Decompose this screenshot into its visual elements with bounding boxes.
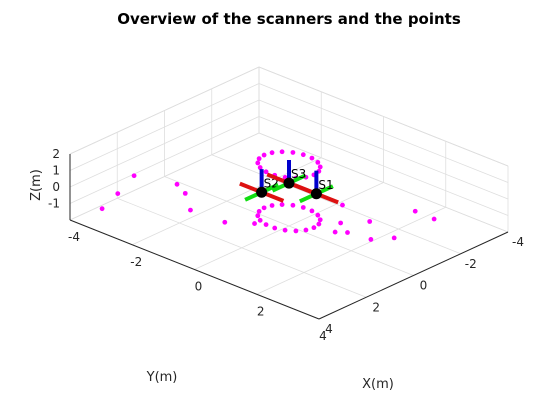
data-point bbox=[222, 219, 228, 225]
data-point bbox=[188, 207, 193, 213]
data-point bbox=[332, 229, 338, 235]
data-point bbox=[115, 191, 121, 197]
ring-point bbox=[256, 156, 262, 162]
scanner-marker bbox=[283, 177, 295, 189]
ring-point bbox=[269, 150, 275, 156]
ring-point bbox=[290, 150, 296, 155]
ring-point bbox=[257, 165, 263, 170]
ring-point bbox=[263, 169, 269, 175]
data-point bbox=[174, 181, 180, 187]
data-point bbox=[431, 216, 437, 222]
y-axis-line bbox=[318, 231, 509, 320]
data-point bbox=[345, 230, 350, 235]
ring-point bbox=[282, 227, 288, 233]
ring-point bbox=[257, 217, 263, 223]
grid-line bbox=[69, 116, 260, 204]
grid-line bbox=[69, 132, 260, 221]
data-point bbox=[131, 173, 137, 179]
tick-labels: -4 -2 0 2 4 -4 -2 0 2 4 -1 0 1 2 bbox=[48, 147, 524, 343]
grid-line bbox=[69, 99, 260, 188]
scanners: S1 S2 S3 bbox=[239, 160, 339, 205]
grid-lines bbox=[69, 66, 509, 320]
data-point bbox=[340, 202, 345, 208]
grid-line bbox=[258, 83, 509, 183]
y-tick-label: 0 bbox=[420, 279, 428, 293]
data-point bbox=[412, 208, 418, 214]
grid-line bbox=[69, 66, 260, 155]
y-tick-label: -2 bbox=[465, 257, 477, 271]
ring-point bbox=[261, 205, 267, 211]
x-tick-label: -4 bbox=[68, 230, 80, 244]
z-tick-label: 1 bbox=[52, 164, 60, 178]
grid-line bbox=[117, 197, 367, 298]
ring-point bbox=[272, 225, 278, 231]
ring-point bbox=[316, 221, 322, 227]
scanner-marker bbox=[256, 186, 268, 198]
grid-line bbox=[258, 132, 509, 233]
x-tick-label: 4 bbox=[319, 329, 327, 343]
chart-title: Overview of the scanners and the points bbox=[117, 10, 461, 28]
ring-point bbox=[279, 202, 285, 207]
x-tick-label: 2 bbox=[257, 304, 265, 318]
z-tick-label: 2 bbox=[52, 147, 60, 161]
data-point bbox=[338, 220, 344, 226]
x-axis-label: X(m) bbox=[362, 377, 394, 392]
z-tick-label: 0 bbox=[52, 180, 60, 194]
data-point bbox=[367, 219, 373, 224]
ring-point bbox=[309, 155, 315, 161]
y-tick-label: -4 bbox=[512, 235, 524, 249]
ring-point bbox=[255, 213, 261, 219]
ring-point bbox=[255, 160, 261, 166]
ring-point bbox=[269, 203, 275, 208]
scanner-label: S1 bbox=[318, 178, 333, 192]
ring-point bbox=[303, 227, 309, 233]
x-axis-line bbox=[69, 219, 320, 320]
ring-point bbox=[263, 222, 269, 227]
scanner-label: S2 bbox=[264, 176, 279, 190]
x-tick-label: 0 bbox=[195, 280, 203, 294]
y-tick-label: 2 bbox=[372, 300, 380, 314]
ring-point bbox=[309, 208, 315, 214]
grid-line bbox=[164, 176, 414, 276]
ring-point bbox=[317, 164, 323, 170]
data-point bbox=[368, 237, 374, 242]
ring-point bbox=[256, 209, 262, 214]
ring-point bbox=[317, 217, 323, 223]
axis-box bbox=[69, 154, 509, 320]
ring-point bbox=[293, 228, 299, 234]
ring-point bbox=[315, 159, 321, 165]
ring-point bbox=[261, 152, 267, 158]
grid-line bbox=[211, 154, 461, 255]
ring-point bbox=[279, 149, 285, 155]
z-axis-label: Z(m) bbox=[29, 169, 44, 201]
scanner-label: S3 bbox=[291, 167, 306, 181]
y-axis-label: Y(m) bbox=[146, 370, 178, 385]
grid-line bbox=[258, 99, 509, 200]
ring-point bbox=[290, 202, 296, 208]
data-point bbox=[99, 206, 105, 212]
grid-line bbox=[69, 83, 260, 171]
grid-line bbox=[258, 116, 509, 216]
x-tick-label: -2 bbox=[130, 255, 142, 269]
z-tick-label: -1 bbox=[48, 197, 60, 211]
ring-point bbox=[311, 225, 317, 231]
y-tick-label: 4 bbox=[325, 322, 333, 336]
data-point bbox=[391, 235, 397, 241]
data-point bbox=[252, 221, 257, 226]
grid-line bbox=[258, 66, 509, 167]
ring-point bbox=[300, 152, 306, 158]
data-point bbox=[182, 190, 188, 196]
scanner-marker bbox=[310, 188, 322, 200]
ring-point bbox=[315, 212, 321, 218]
ring-point bbox=[300, 205, 306, 210]
